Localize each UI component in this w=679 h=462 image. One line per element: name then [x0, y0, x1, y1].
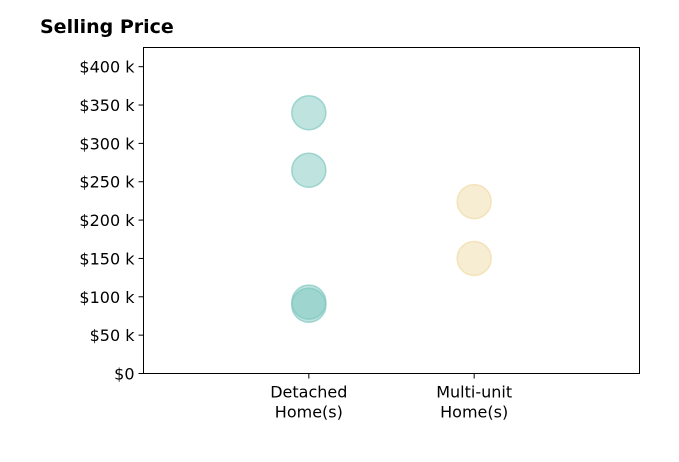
y-tick-label: $0 — [114, 365, 134, 384]
data-point — [456, 240, 492, 277]
y-tick-label: $250 k — [79, 173, 135, 192]
y-tick-label: $400 k — [79, 58, 135, 77]
chart-title: Selling Price — [40, 16, 174, 38]
x-tick-label: Home(s) — [440, 403, 508, 422]
y-tick-label: $100 k — [79, 288, 135, 307]
y-axis: $0 $50 k $100 k $150 k $200 k $250 k $300 k $35… — [79, 58, 144, 384]
data-point — [456, 183, 492, 220]
x-tick-label: Detached — [270, 383, 347, 402]
y-tick-label: $50 k — [90, 326, 136, 345]
y-tick-label: $350 k — [79, 96, 135, 115]
data-point — [291, 94, 327, 131]
y-tick-label: $200 k — [79, 211, 135, 230]
y-tick-label: $150 k — [79, 249, 135, 268]
data-point — [291, 152, 327, 188]
plot-area-frame — [143, 47, 640, 374]
y-tick-label: $300 k — [79, 134, 135, 153]
x-tick-label: Multi-unit — [436, 383, 512, 402]
points-layer — [291, 94, 492, 323]
data-point — [291, 287, 327, 323]
x-tick-label: Home(s) — [275, 403, 343, 422]
